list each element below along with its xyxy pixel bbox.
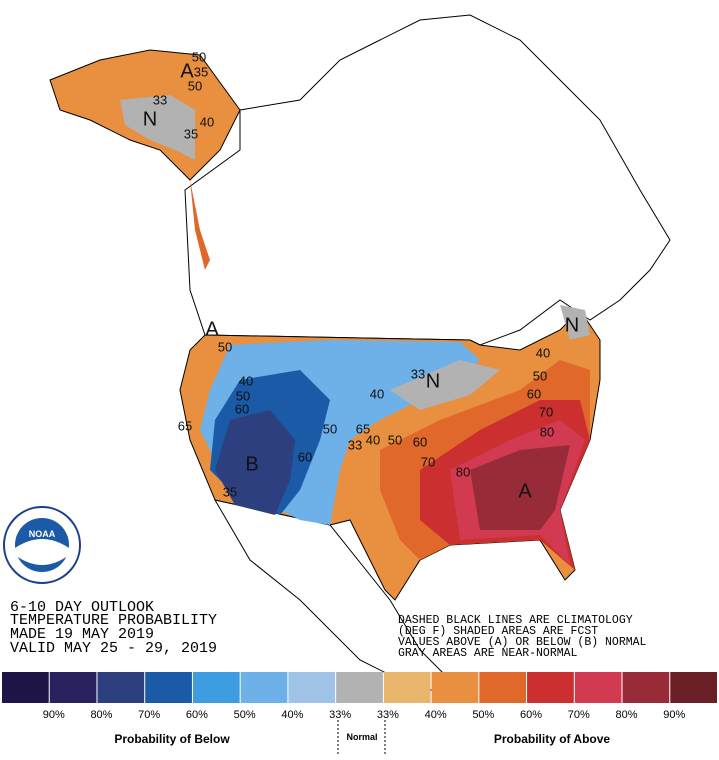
header-line: MADE 19 MAY 2019	[10, 626, 154, 643]
legend-swatch	[192, 672, 240, 703]
legend-label: 70%	[568, 709, 590, 721]
map-label: 40	[366, 432, 380, 447]
legend-swatch	[336, 672, 383, 703]
map-label: 50	[323, 421, 337, 436]
legend-swatch	[288, 672, 336, 703]
map-label: N	[565, 314, 579, 336]
legend-swatch	[383, 672, 431, 703]
map-label: N	[426, 370, 440, 392]
legend-swatch	[479, 672, 527, 703]
legend-label: 80%	[616, 709, 638, 721]
map-label: 50	[533, 368, 547, 383]
legend-swatch	[574, 672, 622, 703]
map-label: 33	[411, 366, 425, 381]
legend-label: 33%	[329, 709, 351, 721]
header-line: TEMPERATURE PROBABILITY	[10, 612, 217, 629]
alaska-normal	[120, 95, 195, 160]
logo-text: NOAA	[29, 529, 56, 539]
map-label: 60	[235, 401, 249, 416]
legend-title: Probability of Above	[494, 732, 611, 746]
normal-area	[390, 360, 500, 410]
map-label: 35	[194, 64, 208, 79]
legend-label: 90%	[43, 709, 65, 721]
legend-title: Normal	[346, 732, 377, 742]
map-label: 65	[178, 418, 192, 433]
canada	[184, 14, 671, 346]
header-line: 6-10 DAY OUTLOOK	[10, 599, 154, 616]
map-label: 65	[356, 421, 370, 436]
legend-label: 60%	[520, 709, 542, 721]
map-label: 33	[348, 437, 362, 452]
legend-swatch	[527, 672, 574, 703]
legend-label: 60%	[186, 709, 208, 721]
map-label: 35	[223, 484, 237, 499]
legend-label: 50%	[472, 709, 494, 721]
header-line: VALID MAY 25 - 29, 2019	[10, 640, 217, 657]
legend-swatch	[240, 672, 288, 703]
map-label: 40	[536, 345, 550, 360]
legend-swatch	[97, 672, 145, 703]
map-label: B	[245, 453, 258, 475]
below-70	[215, 410, 295, 515]
map-label: 60	[413, 434, 427, 449]
legend-swatch	[2, 672, 49, 703]
above-90	[470, 445, 570, 530]
legend-label: 33%	[377, 709, 399, 721]
map-label: 50	[388, 432, 402, 447]
map-label: 60	[298, 449, 312, 464]
map-label: N	[143, 108, 157, 130]
normal-ne	[560, 305, 590, 340]
logo-gull	[15, 539, 69, 565]
map-label: A	[205, 318, 219, 340]
map-label: 35	[184, 126, 198, 141]
map-label: 70	[539, 404, 553, 419]
map-label: 33	[153, 92, 167, 107]
note-line: DASHED BLACK LINES ARE CLIMATOLOGY	[398, 614, 633, 627]
legend-swatch	[49, 672, 97, 703]
panhandle	[190, 180, 210, 270]
map-label: 70	[421, 454, 435, 469]
legend-swatch	[145, 672, 192, 703]
map-label: 40	[200, 114, 214, 129]
legend-label: 70%	[138, 709, 160, 721]
map-label: 50	[218, 339, 232, 354]
noaa-logo: NOAA	[3, 506, 81, 584]
map-label: 50	[236, 388, 250, 403]
note-line: VALUES ABOVE (A) OR BELOW (B) NORMAL	[398, 636, 647, 649]
legend-swatch	[670, 672, 717, 703]
map-labels: 50 35 50 A N 33 40 35 A 50 40 50 60 65 B…	[143, 49, 579, 502]
map-label: 50	[192, 49, 206, 64]
map-label: 40	[370, 386, 384, 401]
legend-label: 50%	[234, 709, 256, 721]
map-label: 40	[239, 373, 253, 388]
legend-label: 90%	[663, 709, 685, 721]
legend: Probability of Below Normal Probability …	[2, 672, 717, 756]
map-label: A	[180, 60, 194, 82]
basemap	[49, 14, 671, 691]
legend-label: 40%	[425, 709, 447, 721]
header: 6-10 DAY OUTLOOK TEMPERATURE PROBABILITY…	[10, 599, 217, 657]
legend-swatch	[431, 672, 479, 703]
note-line: (DEG F) SHADED AREAS ARE FCST	[398, 625, 598, 638]
legend-label: 80%	[90, 709, 112, 721]
legend-swatch	[622, 672, 670, 703]
legend-label: 40%	[281, 709, 303, 721]
notes: DASHED BLACK LINES ARE CLIMATOLOGY (DEG …	[398, 614, 647, 660]
map-label: 50	[188, 78, 202, 93]
map-label: 60	[527, 386, 541, 401]
map-label: 80	[456, 464, 470, 479]
legend-title: Probability of Below	[114, 732, 230, 746]
map-label: 80	[540, 424, 554, 439]
note-line: GRAY AREAS ARE NEAR-NORMAL	[398, 647, 578, 660]
map-label: A	[518, 480, 532, 502]
